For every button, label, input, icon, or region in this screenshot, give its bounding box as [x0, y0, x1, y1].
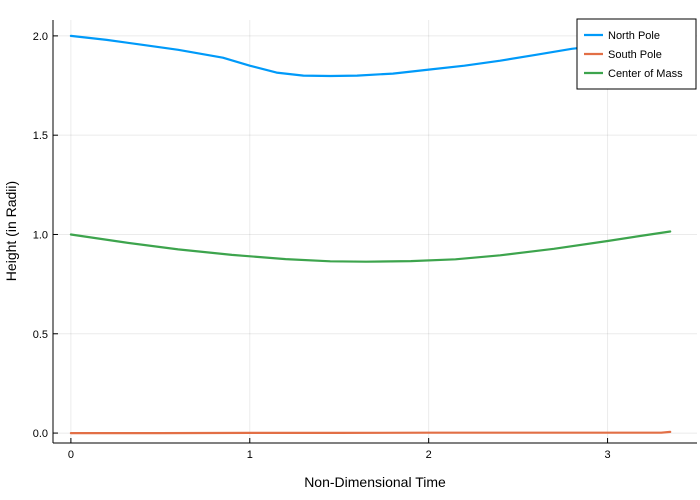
y-tick-label: 1.5 — [33, 130, 48, 142]
ticks: 0 1 2 3 0.0 0.5 1.0 1.5 2.0 — [33, 31, 611, 461]
series — [69, 34, 672, 435]
y-axis-label: Height (in Radii) — [3, 181, 19, 281]
x-axis-label: Non-Dimensional Time — [304, 474, 446, 490]
y-tick-label: 2.0 — [33, 31, 48, 43]
legend-label-center-of-mass: Center of Mass — [608, 68, 683, 80]
y-tick-label: 0.0 — [33, 428, 48, 440]
x-tick-label: 3 — [604, 449, 610, 461]
x-tick-label: 0 — [68, 449, 74, 461]
axes — [52, 20, 697, 444]
series-line-south-pole — [69, 430, 672, 435]
y-tick-label: 0.5 — [33, 329, 48, 341]
legend: North Pole South Pole Center of Mass — [576, 18, 697, 90]
legend-label-south-pole: South Pole — [608, 49, 662, 61]
legend-label-north-pole: North Pole — [608, 30, 660, 42]
x-tick-label: 2 — [426, 449, 432, 461]
y-tick-label: 1.0 — [33, 229, 48, 241]
series-line-north-pole — [69, 34, 672, 78]
series-line-center-of-mass — [69, 230, 672, 263]
x-tick-label: 1 — [247, 449, 253, 461]
